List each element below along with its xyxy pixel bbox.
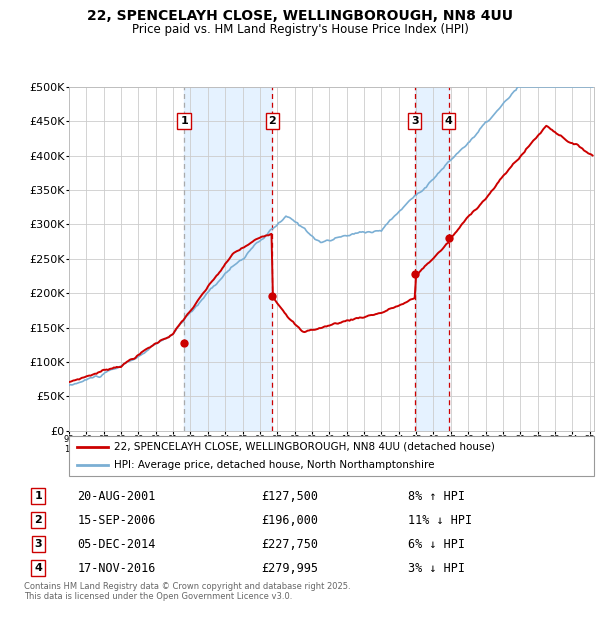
- Text: Price paid vs. HM Land Registry's House Price Index (HPI): Price paid vs. HM Land Registry's House …: [131, 23, 469, 36]
- Text: 4: 4: [34, 563, 42, 574]
- Text: 20-AUG-2001: 20-AUG-2001: [77, 490, 156, 503]
- Text: 1: 1: [180, 116, 188, 126]
- Text: £127,500: £127,500: [261, 490, 318, 503]
- Text: 3% ↓ HPI: 3% ↓ HPI: [407, 562, 464, 575]
- Text: 05-DEC-2014: 05-DEC-2014: [77, 538, 156, 551]
- Bar: [184, 87, 272, 431]
- Text: 6% ↓ HPI: 6% ↓ HPI: [407, 538, 464, 551]
- Text: 11% ↓ HPI: 11% ↓ HPI: [407, 513, 472, 526]
- Text: 2: 2: [268, 116, 276, 126]
- Text: 22, SPENCELAYH CLOSE, WELLINGBOROUGH, NN8 4UU: 22, SPENCELAYH CLOSE, WELLINGBOROUGH, NN…: [87, 9, 513, 24]
- Text: 2: 2: [34, 515, 42, 525]
- Text: 22, SPENCELAYH CLOSE, WELLINGBOROUGH, NN8 4UU (detached house): 22, SPENCELAYH CLOSE, WELLINGBOROUGH, NN…: [113, 441, 494, 452]
- Text: 3: 3: [411, 116, 419, 126]
- Text: 8% ↑ HPI: 8% ↑ HPI: [407, 490, 464, 503]
- Bar: [415, 87, 449, 431]
- Text: 15-SEP-2006: 15-SEP-2006: [77, 513, 156, 526]
- Text: £227,750: £227,750: [261, 538, 318, 551]
- Text: 4: 4: [445, 116, 452, 126]
- Text: £279,995: £279,995: [261, 562, 318, 575]
- Text: 3: 3: [34, 539, 42, 549]
- Text: £196,000: £196,000: [261, 513, 318, 526]
- Text: 17-NOV-2016: 17-NOV-2016: [77, 562, 156, 575]
- Text: 1: 1: [34, 491, 42, 501]
- Text: Contains HM Land Registry data © Crown copyright and database right 2025.
This d: Contains HM Land Registry data © Crown c…: [24, 582, 350, 601]
- Text: HPI: Average price, detached house, North Northamptonshire: HPI: Average price, detached house, Nort…: [113, 460, 434, 471]
